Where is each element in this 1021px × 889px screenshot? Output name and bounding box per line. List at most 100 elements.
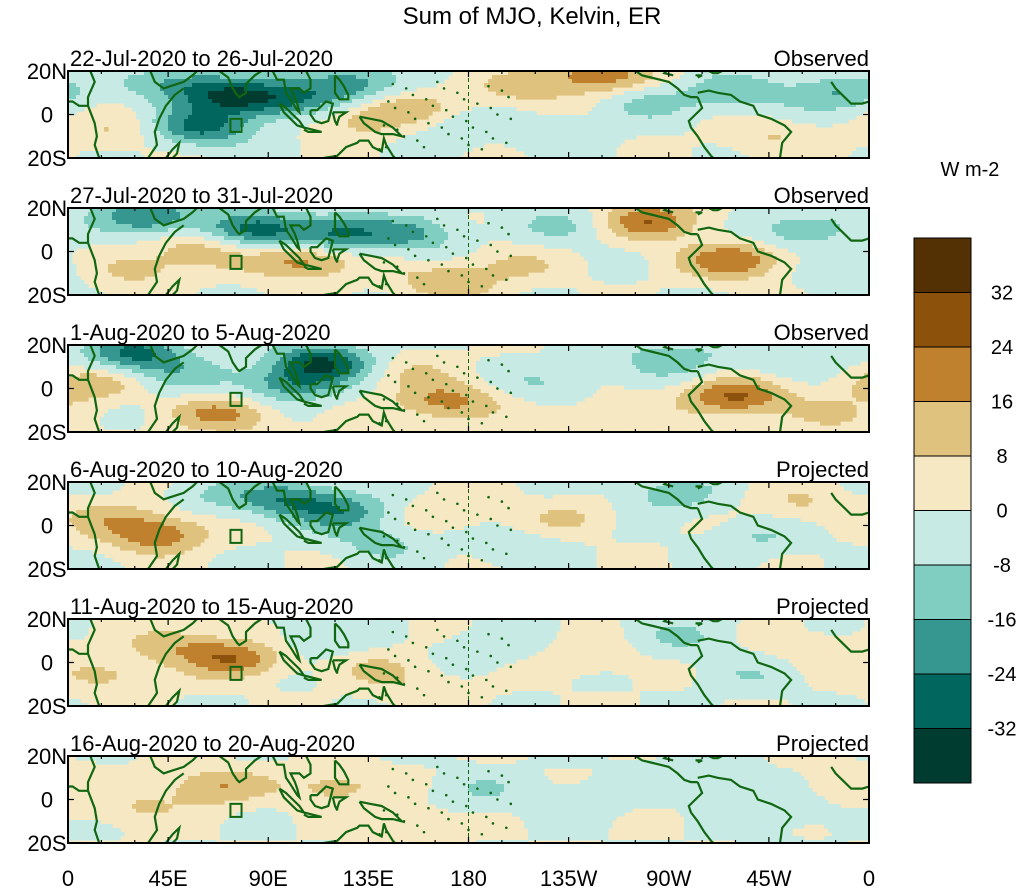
- anomaly-cell: [76, 756, 137, 761]
- anomaly-cell: [824, 562, 869, 567]
- anomaly-cell: [368, 79, 397, 84]
- anomaly-cell: [636, 647, 749, 652]
- anomaly-cell: [588, 268, 649, 273]
- anomaly-cell: [100, 228, 169, 233]
- anomaly-cell: [484, 216, 537, 221]
- island-dot: [491, 411, 495, 414]
- anomaly-cell: [736, 514, 773, 519]
- anomaly-cell: [256, 522, 289, 527]
- island-dot: [402, 545, 406, 549]
- island-dot: [464, 804, 468, 808]
- anomaly-cell: [132, 643, 189, 648]
- coastline: [634, 345, 698, 373]
- coastline: [634, 208, 698, 236]
- anomaly-cell: [68, 79, 125, 84]
- anomaly-cell: [772, 393, 797, 398]
- anomaly-cell: [88, 534, 121, 539]
- y-tick-label: 20S: [27, 694, 66, 719]
- anomaly-cell: [512, 691, 553, 696]
- island-dot: [442, 361, 446, 364]
- anomaly-cell: [68, 248, 77, 253]
- anomaly-cell: [468, 397, 493, 402]
- anomaly-cell: [588, 264, 649, 269]
- colorbar-swatch: [913, 455, 972, 511]
- coastline: [68, 648, 88, 655]
- anomaly-cell: [772, 228, 841, 233]
- anomaly-cell: [540, 514, 585, 519]
- anomaly-cell: [176, 417, 201, 422]
- island-dot: [487, 221, 490, 225]
- anomaly-cell: [184, 87, 225, 92]
- anomaly-cell: [416, 409, 497, 414]
- island-dot: [413, 665, 417, 669]
- island-dot: [382, 261, 386, 264]
- coastlines: [68, 208, 869, 295]
- anomaly-cell: [676, 252, 701, 257]
- coastline: [697, 363, 793, 432]
- anomaly-cell: [668, 558, 769, 563]
- anomaly-cell: [196, 663, 257, 668]
- anomaly-cell: [300, 87, 365, 92]
- anomaly-cell: [764, 401, 853, 406]
- anomaly-cell: [184, 695, 245, 700]
- anomaly-cell: [544, 345, 869, 350]
- anomaly-cell: [684, 816, 869, 821]
- island-dot: [485, 678, 488, 682]
- island-dot: [416, 276, 419, 279]
- anomaly-cell: [172, 111, 193, 116]
- anomaly-cell: [152, 147, 301, 152]
- anomaly-cell: [100, 353, 121, 358]
- anomaly-cell: [376, 357, 393, 362]
- island-dot: [431, 241, 435, 245]
- anomaly-cell: [528, 832, 609, 837]
- anomaly-cell: [96, 760, 129, 765]
- x-tick-label: 180: [450, 866, 487, 889]
- anomaly-cell: [824, 631, 853, 636]
- anomaly-cell: [288, 675, 313, 680]
- anomaly-cell: [824, 558, 869, 563]
- anomaly-cell: [68, 623, 93, 628]
- anomaly-cell: [772, 397, 805, 402]
- anomaly-cell: [248, 647, 273, 652]
- island-dot: [462, 508, 466, 512]
- anomaly-cell: [300, 840, 333, 843]
- anomaly-cell: [332, 369, 349, 374]
- anomaly-cell: [356, 345, 469, 350]
- panel-status: Observed: [774, 320, 869, 345]
- anomaly-cell: [384, 514, 405, 519]
- anomaly-cell: [252, 397, 277, 402]
- anomaly-cell: [852, 151, 869, 156]
- anomaly-cell: [356, 675, 405, 680]
- anomaly-cell: [336, 365, 353, 370]
- anomaly-cell: [144, 385, 245, 390]
- anomaly-cell: [804, 417, 853, 422]
- island-dot: [442, 224, 446, 227]
- coastline: [331, 111, 350, 126]
- anomaly-cell: [76, 510, 153, 515]
- anomaly-cell: [124, 373, 145, 378]
- anomaly-cell: [428, 651, 537, 656]
- anomaly-cell: [840, 482, 869, 487]
- x-tick-label: 45W: [746, 866, 791, 889]
- x-tick-label: 0: [863, 866, 875, 889]
- y-tick-label: 20S: [27, 420, 66, 445]
- island-dot: [460, 137, 464, 140]
- anomaly-cell: [444, 639, 553, 644]
- x-axis: 0 45E 90E 135E 180 135W 90W 45W 0: [62, 866, 875, 889]
- anomaly-cell: [432, 643, 549, 648]
- anomaly-cell: [684, 389, 705, 394]
- anomaly-cell: [660, 627, 697, 632]
- island-dot: [456, 502, 459, 506]
- island-dot: [451, 389, 455, 392]
- anomaly-cell: [168, 127, 185, 132]
- colorbar-swatch: [913, 346, 972, 402]
- anomaly-cell: [200, 417, 237, 422]
- anomaly-cell: [692, 155, 749, 158]
- anomaly-cell: [464, 526, 513, 531]
- anomaly-cell: [760, 369, 841, 374]
- anomaly-cell: [684, 824, 805, 829]
- anomaly-cell: [200, 228, 225, 233]
- anomaly-cell: [216, 554, 285, 559]
- anomaly-cell: [736, 671, 761, 676]
- anomaly-cell: [284, 413, 317, 418]
